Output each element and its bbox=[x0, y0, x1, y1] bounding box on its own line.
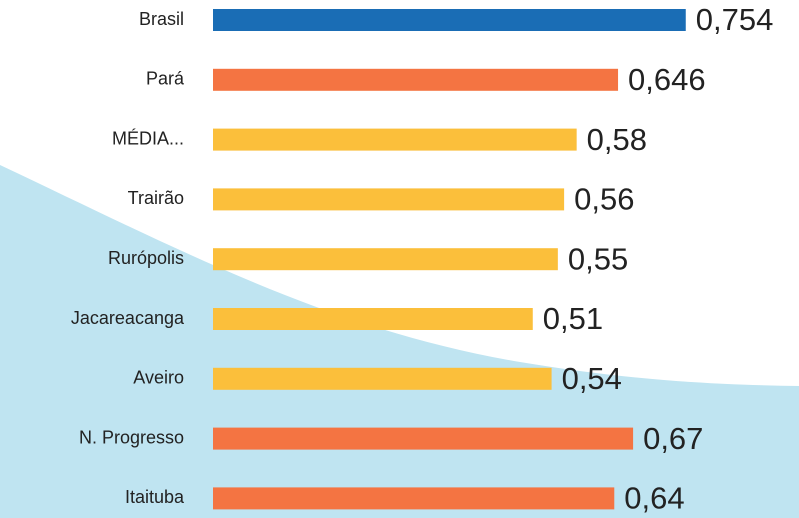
category-label: MÉDIA... bbox=[112, 128, 184, 148]
bar bbox=[213, 9, 686, 31]
background-wave bbox=[0, 165, 799, 518]
bar bbox=[213, 367, 552, 390]
value-label: 0,646 bbox=[628, 62, 706, 97]
value-label: 0,51 bbox=[543, 301, 603, 336]
value-label: 0,54 bbox=[562, 361, 622, 396]
bar bbox=[213, 128, 577, 151]
value-label: 0,58 bbox=[587, 122, 647, 157]
bar bbox=[213, 248, 558, 271]
value-label: 0,64 bbox=[624, 481, 684, 516]
category-label: Trairão bbox=[128, 188, 184, 208]
category-label: Jacareacanga bbox=[71, 308, 185, 328]
value-label: 0,56 bbox=[574, 182, 634, 217]
category-label: Rurópolis bbox=[108, 248, 184, 268]
value-label: 0,67 bbox=[643, 421, 703, 456]
value-label: 0,754 bbox=[696, 2, 774, 37]
bar bbox=[213, 427, 634, 450]
category-label: Brasil bbox=[139, 9, 184, 29]
bar bbox=[213, 308, 533, 330]
category-label: Itaituba bbox=[125, 487, 185, 507]
bar bbox=[213, 487, 615, 510]
bar bbox=[213, 188, 565, 211]
bar bbox=[213, 68, 619, 91]
category-label: Pará bbox=[146, 69, 185, 89]
value-label: 0,55 bbox=[568, 241, 628, 276]
category-label: Aveiro bbox=[133, 368, 184, 388]
category-label: N. Progresso bbox=[79, 427, 184, 447]
